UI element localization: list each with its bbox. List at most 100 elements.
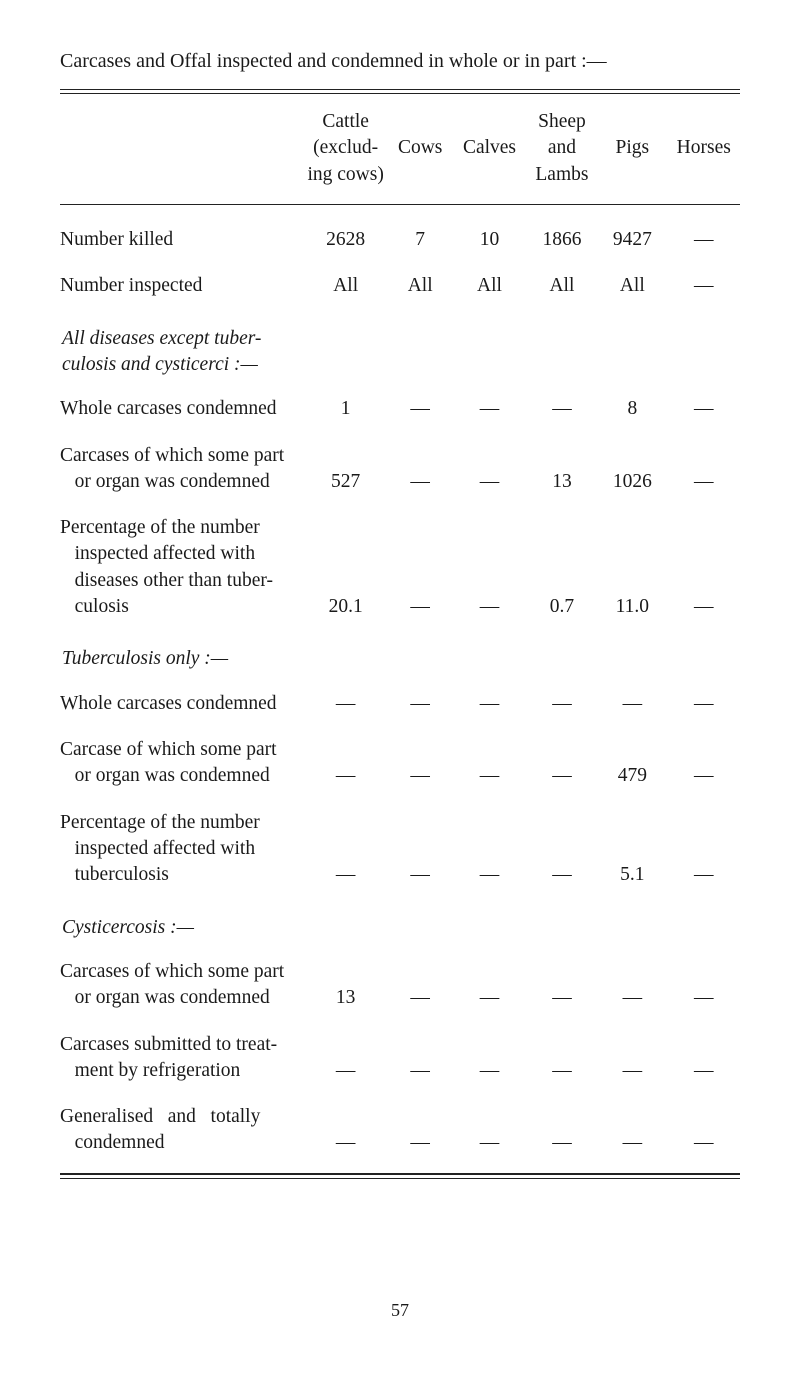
row-label: Whole carcases condemned xyxy=(60,386,303,432)
cell: All xyxy=(452,263,527,309)
col-sheep-l3: Lambs xyxy=(535,164,588,185)
cell: — xyxy=(668,727,741,800)
col-horses: Horses xyxy=(668,106,741,194)
cell: 10 xyxy=(452,217,527,263)
cell: — xyxy=(452,800,527,899)
cell: All xyxy=(527,263,597,309)
table-row: Number inspected All All All All All — xyxy=(60,263,740,309)
cell: — xyxy=(452,505,527,630)
table-row: Whole carcases condemned 1 — — — 8 — xyxy=(60,386,740,432)
table-row: Carcase of which some part or organ was … xyxy=(60,727,740,800)
cell: All xyxy=(597,263,667,309)
col-cows: Cows xyxy=(388,106,452,194)
cell: — xyxy=(388,1022,452,1095)
row-label: Percentage of the number inspected affec… xyxy=(60,505,303,630)
col-sheep-l1: Sheep xyxy=(538,111,586,132)
cell: 11.0 xyxy=(597,505,667,630)
cell: — xyxy=(388,727,452,800)
cell: 8 xyxy=(597,386,667,432)
cell: — xyxy=(303,681,388,727)
cell: — xyxy=(668,800,741,899)
cell: 9427 xyxy=(597,217,667,263)
cell: 1026 xyxy=(597,433,667,506)
section-cysticercosis-text: Cysticercosis xyxy=(62,917,165,938)
table-row: Whole carcases condemned — — — — — — xyxy=(60,681,740,727)
section-tb-only: Tuberculosis only :— xyxy=(60,630,740,680)
cell: 1866 xyxy=(527,217,597,263)
cell: — xyxy=(388,800,452,899)
cell: — xyxy=(527,386,597,432)
col-cattle-l2: (exclud- xyxy=(313,137,378,158)
cell: — xyxy=(452,727,527,800)
page-number: 57 xyxy=(0,1298,800,1322)
cell: — xyxy=(452,433,527,506)
page-title: Carcases and Offal inspected and condemn… xyxy=(60,48,740,75)
row-label: Number inspected xyxy=(60,263,303,309)
row-label: Generalised and totally condemned xyxy=(60,1094,303,1167)
row-label: Whole carcases condemned xyxy=(60,681,303,727)
section-cysticercosis: Cysticercosis :— xyxy=(60,899,740,949)
col-pigs: Pigs xyxy=(597,106,667,194)
cell: 0.7 xyxy=(527,505,597,630)
cell: 5.1 xyxy=(597,800,667,899)
cell: 13 xyxy=(527,433,597,506)
cell: — xyxy=(668,505,741,630)
row-label: Carcases submitted to treat- ment by ref… xyxy=(60,1022,303,1095)
cell: 20.1 xyxy=(303,505,388,630)
table-row: Percentage of the number inspected affec… xyxy=(60,800,740,899)
col-calves: Calves xyxy=(452,106,527,194)
row-label: Carcase of which some part or organ was … xyxy=(60,727,303,800)
cell: 479 xyxy=(597,727,667,800)
header-rule xyxy=(60,204,740,205)
row-label: Number killed xyxy=(60,217,303,263)
table-row: Generalised and totally condemned — — — … xyxy=(60,1094,740,1167)
cell: 7 xyxy=(388,217,452,263)
row-label: Percentage of the number inspected affec… xyxy=(60,800,303,899)
cell: 2628 xyxy=(303,217,388,263)
cell: — xyxy=(527,800,597,899)
cell: — xyxy=(388,433,452,506)
cell: — xyxy=(452,1022,527,1095)
cell: — xyxy=(527,1022,597,1095)
cell: — xyxy=(388,386,452,432)
cell: — xyxy=(597,1022,667,1095)
cell: All xyxy=(303,263,388,309)
bottom-double-rule xyxy=(60,1173,740,1179)
cell: — xyxy=(527,727,597,800)
cell: — xyxy=(668,386,741,432)
row-label: Carcases of which some part or organ was… xyxy=(60,949,303,1022)
cell: — xyxy=(303,1022,388,1095)
cell: — xyxy=(452,386,527,432)
col-cattle-l1: Cattle xyxy=(322,111,369,132)
cell: — xyxy=(303,800,388,899)
cell: — xyxy=(668,263,741,309)
cell: — xyxy=(597,949,667,1022)
inspection-table: Cattle (exclud- ing cows) Cows Calves Sh… xyxy=(60,106,740,1167)
col-sheep-l2: and xyxy=(548,137,576,158)
cell: — xyxy=(527,1094,597,1167)
cell: — xyxy=(527,949,597,1022)
table-row: Carcases submitted to treat- ment by ref… xyxy=(60,1022,740,1095)
cell: 1 xyxy=(303,386,388,432)
table-row: Number killed 2628 7 10 1866 9427 — xyxy=(60,217,740,263)
cell: — xyxy=(668,1022,741,1095)
cell: — xyxy=(303,1094,388,1167)
col-cattle: Cattle (exclud- ing cows) xyxy=(303,106,388,194)
cell: — xyxy=(452,949,527,1022)
cell: — xyxy=(597,681,667,727)
cell: All xyxy=(388,263,452,309)
col-cattle-l3: ing cows) xyxy=(307,164,383,185)
cell: — xyxy=(388,1094,452,1167)
cell: 527 xyxy=(303,433,388,506)
cell: — xyxy=(668,217,741,263)
top-double-rule xyxy=(60,89,740,94)
cell: — xyxy=(668,433,741,506)
cell: — xyxy=(668,1094,741,1167)
cell: — xyxy=(452,681,527,727)
section-diseases-except: All diseases except tuber-culosis and cy… xyxy=(60,310,740,387)
cell: — xyxy=(388,949,452,1022)
cell: — xyxy=(303,727,388,800)
header-blank xyxy=(60,106,303,194)
cell: — xyxy=(668,949,741,1022)
cell: — xyxy=(452,1094,527,1167)
